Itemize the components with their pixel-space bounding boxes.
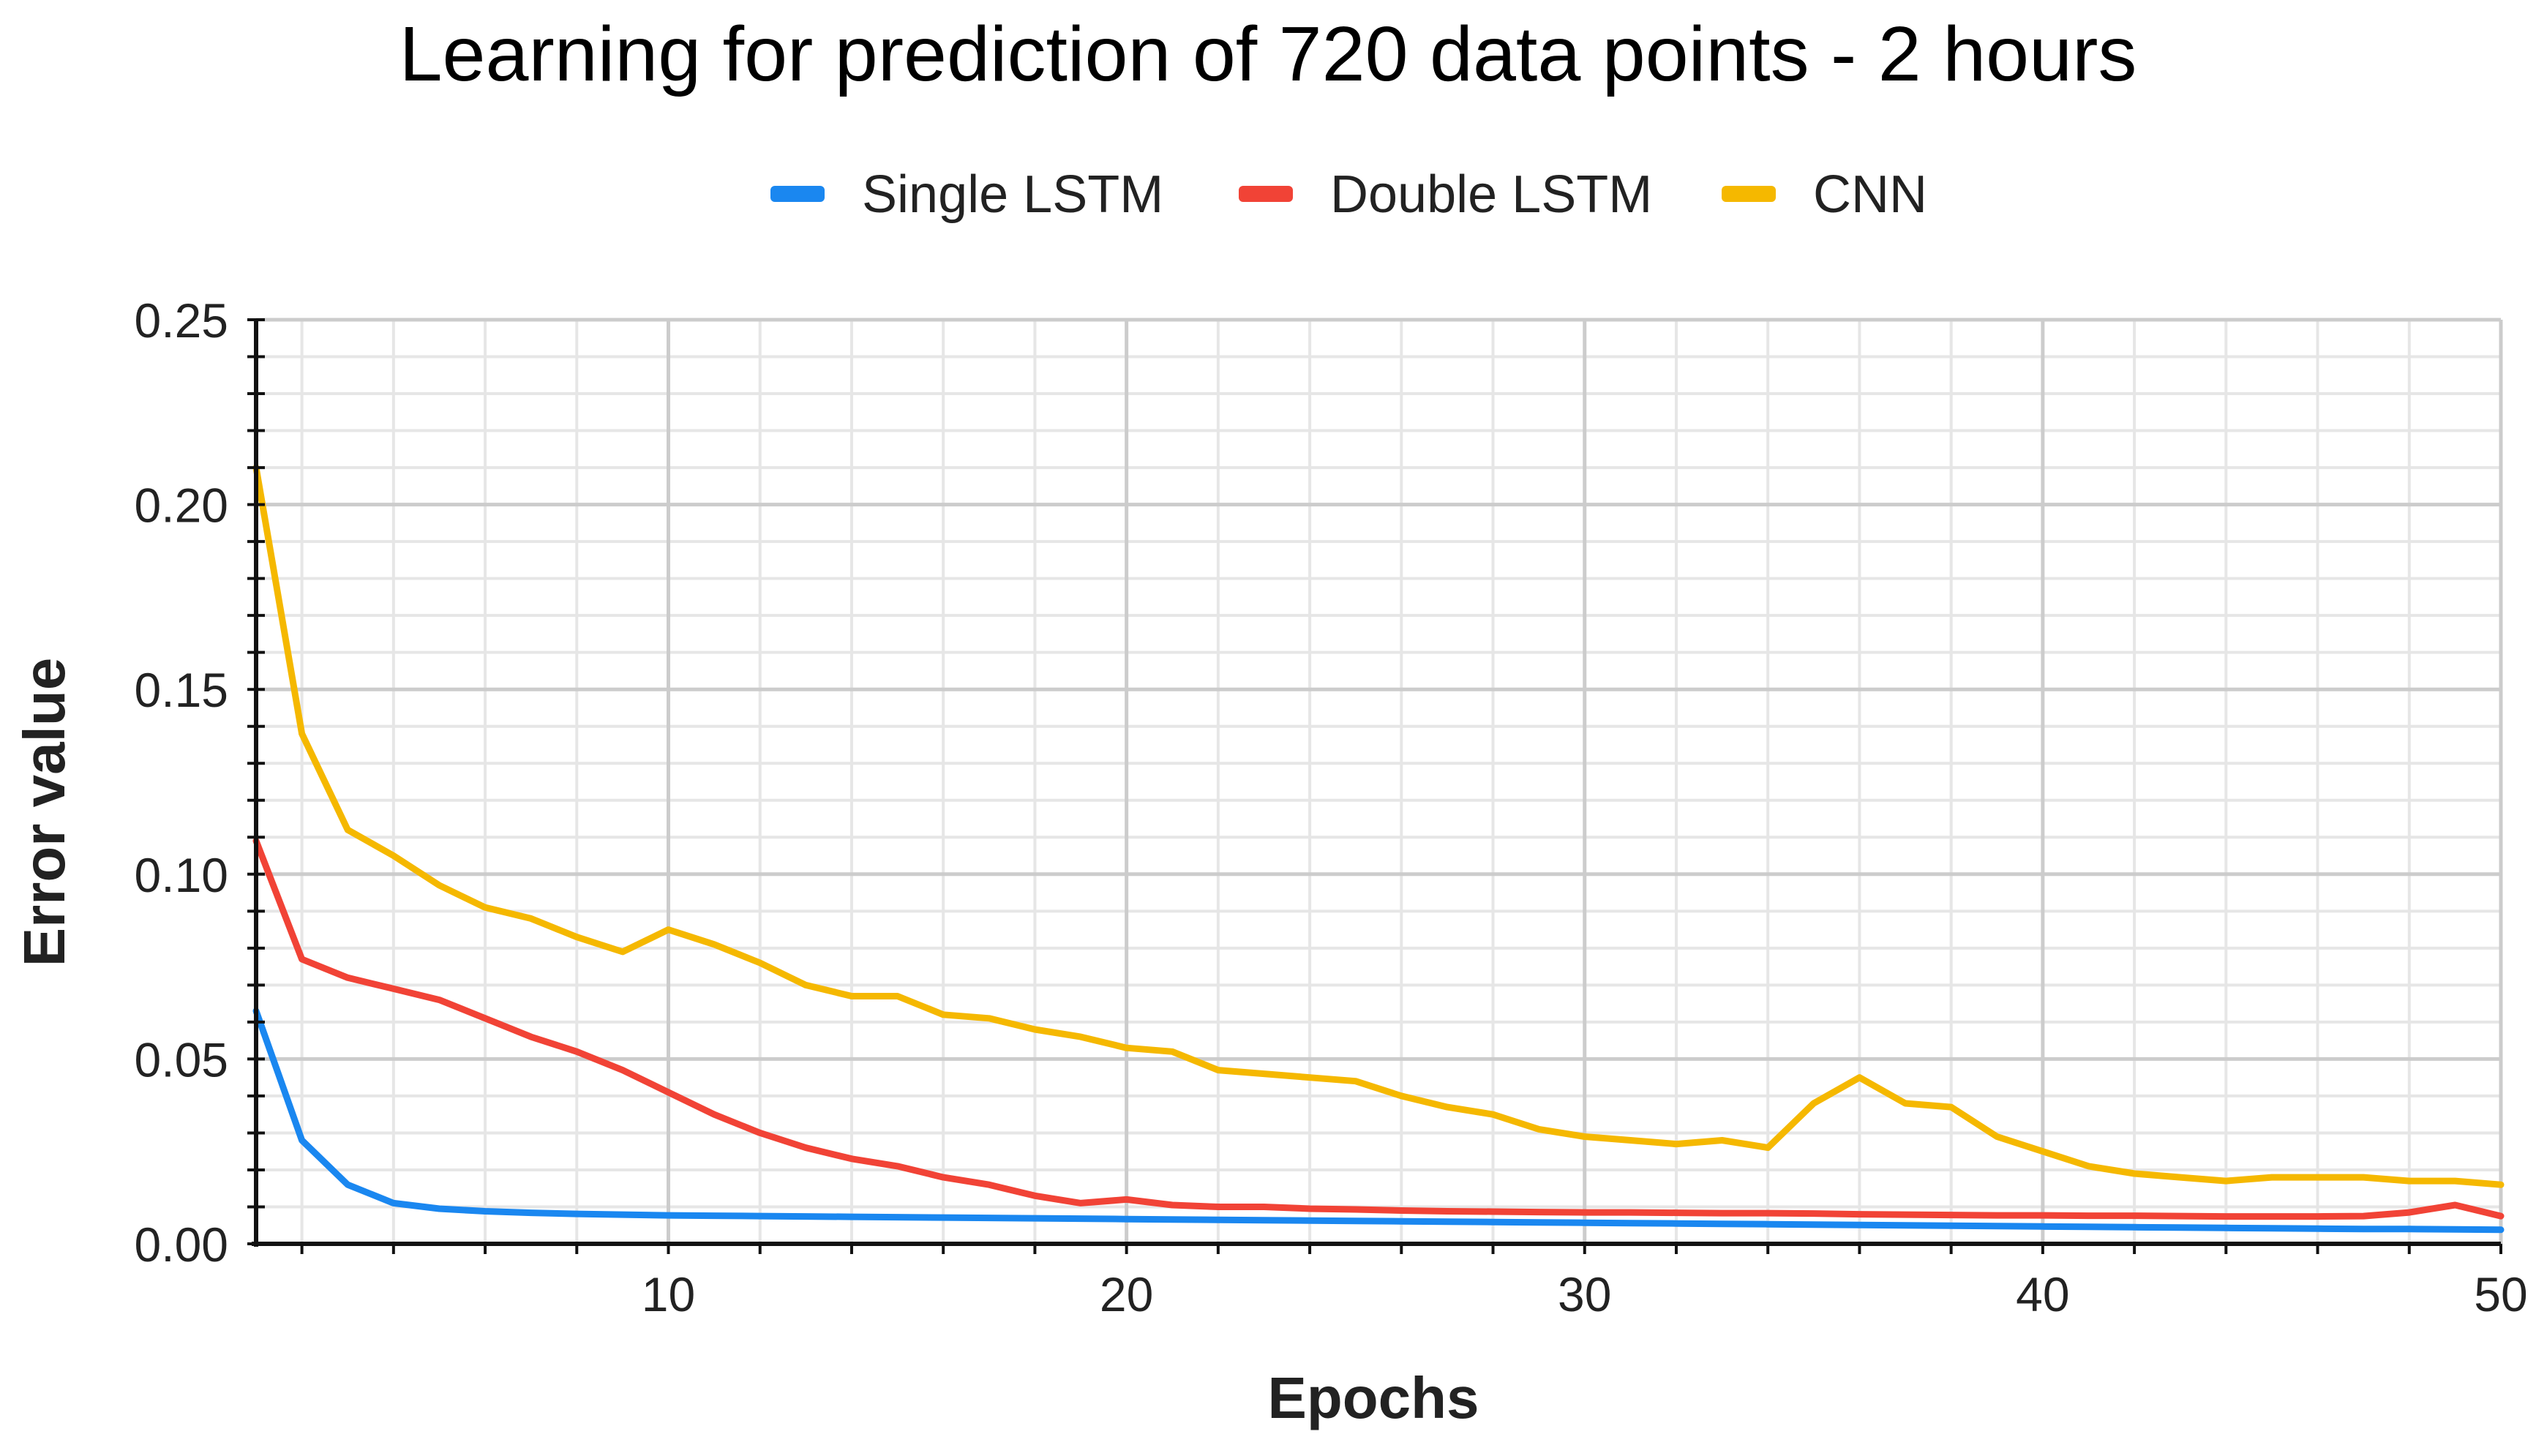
series-line-single-lstm [252, 1007, 2505, 1234]
x-tick-label: 20 [1100, 1267, 1153, 1321]
legend-swatch [1239, 186, 1293, 202]
y-tick-label: 0.15 [135, 663, 228, 717]
x-tick-label: 50 [2474, 1267, 2527, 1321]
y-tick-label: 0.10 [135, 848, 228, 902]
x-tick-label: 30 [1558, 1267, 1611, 1321]
grid [256, 318, 2503, 1246]
legend-label: Double LSTM [1330, 165, 1652, 224]
series-line-double-lstm [252, 837, 2505, 1220]
legend-label: Single LSTM [862, 165, 1163, 224]
y-tick-label: 0.05 [135, 1032, 228, 1087]
plot-area [256, 320, 2501, 1244]
series-line-cnn [252, 464, 2505, 1188]
chart-text: Learning for prediction of 720 data poin… [12, 11, 2528, 1430]
y-tick-label: 0.25 [135, 293, 228, 348]
x-tick-label: 40 [2016, 1267, 2069, 1321]
x-tick-label: 10 [642, 1267, 695, 1321]
legend-swatch [1722, 186, 1776, 202]
legend: Single LSTM Double LSTM CNN [770, 165, 1927, 224]
y-tick-label: 0.20 [135, 479, 228, 533]
series-lines [252, 464, 2505, 1234]
y-axis-label: Error value [12, 658, 77, 967]
legend-swatch [770, 186, 825, 202]
y-tick-label: 0.00 [135, 1217, 228, 1272]
x-axis-label: Epochs [1268, 1365, 1479, 1430]
legend-label: CNN [1813, 165, 1927, 224]
axes [247, 318, 2502, 1254]
chart-title: Learning for prediction of 720 data poin… [399, 11, 2137, 97]
